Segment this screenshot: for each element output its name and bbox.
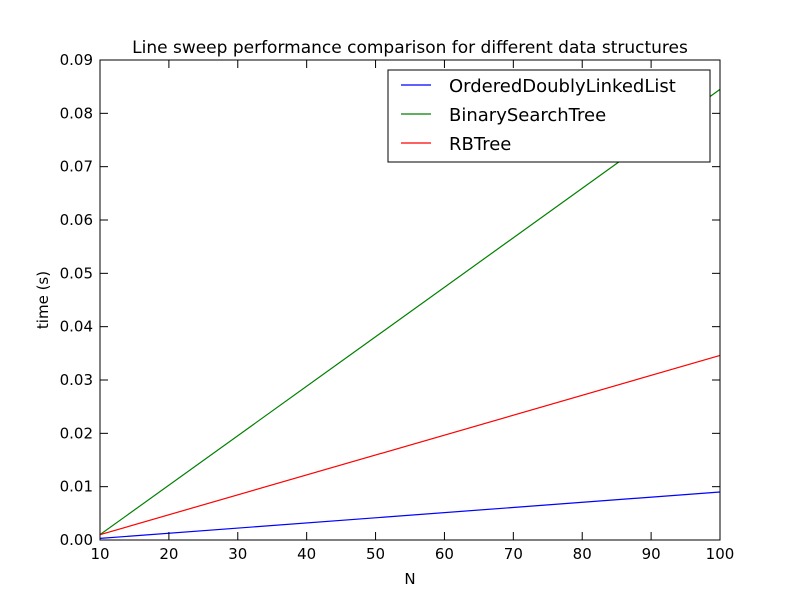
x-tick-label: 90: [642, 545, 661, 563]
x-tick-label: 80: [573, 545, 592, 563]
chart-title: Line sweep performance comparison for di…: [132, 38, 688, 58]
x-tick-label: 30: [228, 545, 247, 563]
y-axis-label: time (s): [34, 271, 52, 329]
y-tick-label: 0.00: [60, 531, 93, 549]
x-tick-label: 70: [504, 545, 523, 563]
legend-label-1: BinarySearchTree: [449, 105, 606, 126]
series-line-0: [99, 491, 721, 539]
x-axis-label: N: [404, 570, 415, 588]
y-tick-label: 0.08: [60, 104, 93, 122]
y-tick-label: 0.01: [60, 478, 93, 496]
y-tick-label: 0.06: [60, 211, 93, 229]
x-tick-label: 10: [90, 545, 109, 563]
x-tick-label: 60: [435, 545, 454, 563]
series-line-2: [99, 354, 721, 536]
legend-label-0: OrderedDoublyLinkedList: [449, 76, 676, 97]
y-tick-label: 0.03: [60, 371, 93, 389]
plot-frame: [99, 59, 721, 541]
y-tick-label: 0.04: [60, 318, 93, 336]
y-tick-label: 0.07: [60, 158, 93, 176]
series-line-1: [99, 88, 721, 536]
x-tick-label: 50: [366, 545, 385, 563]
y-tick-label: 0.05: [60, 264, 93, 282]
legend: OrderedDoublyLinkedList BinarySearchTree R…: [387, 69, 711, 163]
x-tick-label: 20: [159, 545, 178, 563]
x-tick-label: 40: [297, 545, 316, 563]
legend-box: [387, 69, 711, 163]
legend-label-2: RBTree: [449, 134, 511, 155]
series-layer: [99, 88, 721, 539]
ticks-layer: 10 20 30 40 50 60 70 80 90 100 0.00 0.01 0.02 0.03 0.0…: [60, 51, 735, 563]
y-tick-label: 0.02: [60, 424, 93, 442]
x-tick-label: 100: [706, 545, 735, 563]
y-tick-label: 0.09: [60, 51, 93, 69]
